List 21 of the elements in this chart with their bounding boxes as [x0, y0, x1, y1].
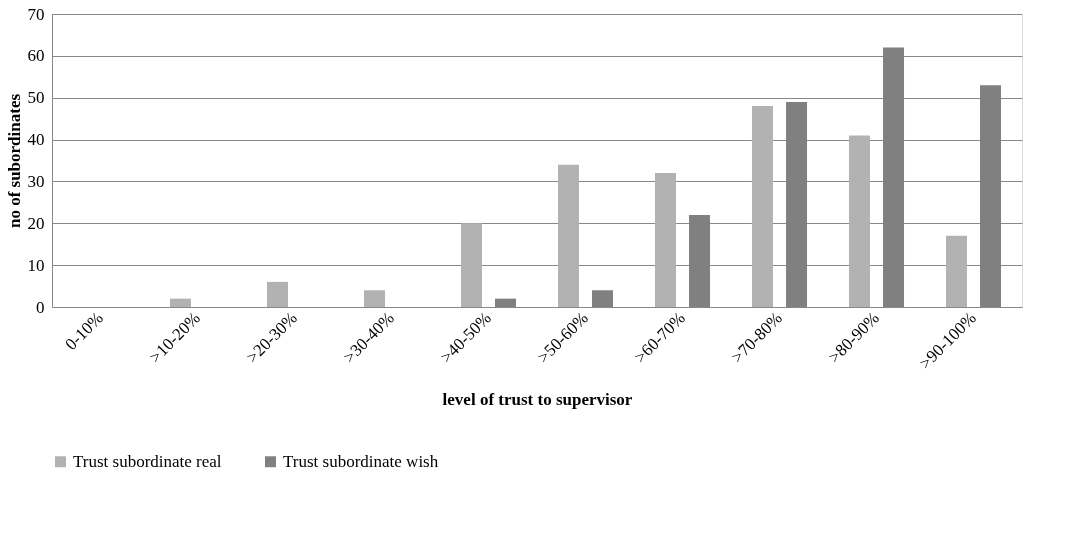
bar	[169, 298, 191, 307]
y-tick-label: 50	[27, 88, 45, 108]
x-axis-title: level of trust to supervisor	[442, 390, 633, 409]
bar	[654, 173, 676, 307]
y-tick-label: 40	[27, 130, 45, 150]
legend-label: Trust subordinate wish	[283, 451, 439, 471]
legend-label: Trust subordinate real	[73, 451, 222, 471]
bar	[460, 223, 482, 307]
y-tick-label: 30	[27, 171, 45, 191]
bar	[848, 135, 870, 307]
bar	[945, 235, 967, 307]
y-tick-label: 10	[27, 255, 45, 275]
bar	[557, 164, 579, 307]
bar	[363, 290, 385, 307]
bar	[751, 106, 773, 307]
y-tick-label: 60	[27, 46, 45, 66]
y-axis-title: no of subordinates	[4, 93, 24, 229]
y-tick-label: 70	[27, 4, 45, 24]
bar	[266, 281, 288, 307]
y-tick-label: 0	[36, 297, 45, 317]
y-tick-label: 20	[27, 213, 45, 233]
